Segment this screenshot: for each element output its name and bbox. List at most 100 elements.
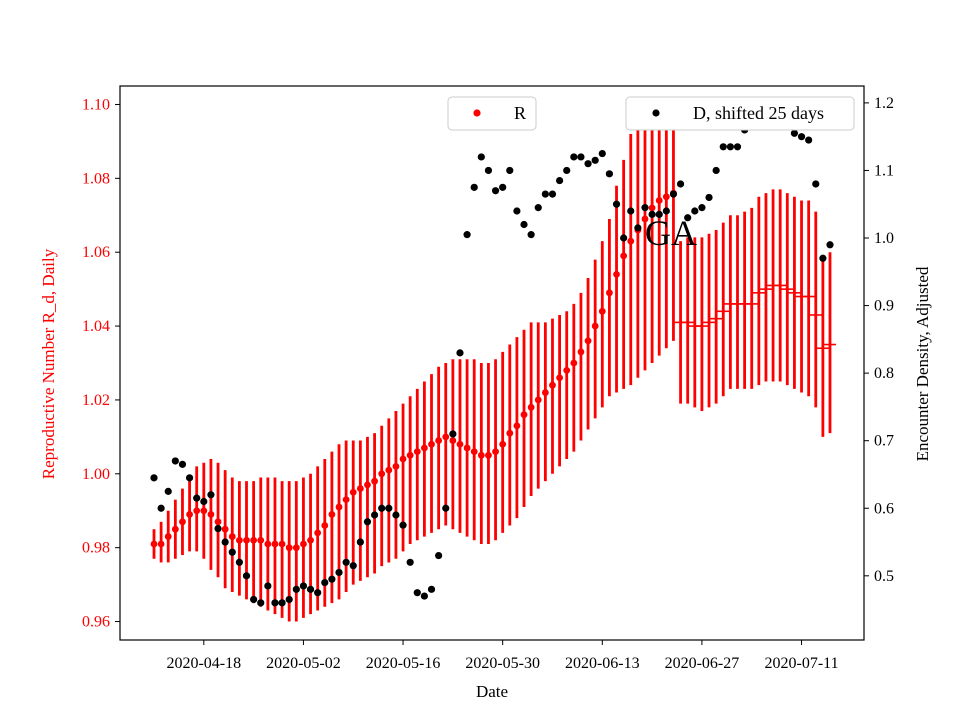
d-point: [470, 183, 478, 191]
d-point: [506, 166, 514, 175]
d-point: [342, 558, 350, 566]
d-point: [812, 180, 820, 188]
r-point: [243, 536, 250, 544]
x-tick-label: 2020-06-27: [665, 655, 740, 672]
d-point: [178, 460, 187, 468]
r-point: [527, 403, 535, 411]
r-point: [534, 396, 542, 404]
r-point: [513, 422, 521, 430]
d-point: [171, 457, 179, 465]
r-point: [577, 348, 585, 356]
x-tick-label: 2020-05-16: [366, 655, 441, 672]
r-point: [399, 455, 407, 463]
r-point: [520, 411, 528, 419]
r-point: [378, 470, 386, 478]
d-point: [499, 183, 507, 191]
r-point: [406, 451, 414, 459]
r-point: [662, 193, 670, 201]
d-point: [477, 153, 485, 161]
x-tick-label: 2020-06-13: [565, 655, 640, 672]
right-y-tick-label: 1.0: [874, 230, 894, 247]
x-axis-label: Date: [476, 682, 508, 701]
r-point: [193, 507, 201, 515]
r-point: [364, 481, 371, 489]
r-point: [591, 322, 599, 330]
right-y-tick-label: 0.5: [874, 568, 894, 585]
plot-frame: [119, 85, 865, 641]
legend-d-marker: [652, 109, 660, 117]
r-point: [335, 503, 343, 511]
r-point: [349, 488, 357, 496]
d-point: [406, 558, 414, 566]
d-point: [584, 160, 592, 168]
r-point: [157, 540, 165, 548]
right-y-tick-label: 0.6: [874, 500, 894, 517]
r-point: [164, 533, 172, 540]
d-point: [669, 190, 678, 198]
r-point: [499, 440, 507, 448]
left-y-tick-label: 0.96: [82, 614, 110, 631]
d-point: [676, 180, 685, 188]
r-point: [477, 451, 485, 459]
r-point: [385, 466, 393, 474]
d-point: [370, 511, 379, 519]
d-point: [662, 207, 670, 215]
r-point: [492, 448, 499, 456]
plot-area: [119, 85, 865, 641]
annotation-label: GA: [645, 213, 697, 253]
d-point: [620, 234, 628, 242]
r-point: [250, 536, 258, 544]
r-point: [278, 540, 286, 548]
r-point: [620, 252, 628, 260]
r-point: [421, 444, 428, 452]
d-point: [548, 190, 557, 198]
d-point: [157, 504, 165, 512]
r-point: [541, 389, 549, 396]
left-y-tick-label: 1.08: [82, 170, 110, 187]
d-point: [228, 548, 236, 556]
r-point: [328, 511, 336, 518]
d-point: [435, 551, 443, 560]
d-point: [150, 474, 158, 482]
r-point: [200, 507, 208, 515]
r-point: [613, 270, 620, 278]
r-point: [356, 485, 364, 492]
d-point: [556, 176, 564, 185]
d-point: [271, 599, 279, 607]
r-point: [449, 437, 457, 444]
d-point: [513, 207, 521, 215]
r-point: [584, 337, 592, 345]
d-point: [321, 578, 329, 587]
legend-d: D, shifted 25 days: [625, 96, 855, 131]
right-y-tick-label: 1.2: [874, 95, 894, 112]
legend-r-marker: [473, 109, 481, 117]
d-point: [235, 558, 243, 566]
legend-d-label: D, shifted 25 days: [693, 103, 824, 123]
d-point: [805, 136, 813, 144]
d-point: [598, 149, 606, 158]
right-y-tick-label: 0.8: [874, 365, 894, 382]
d-point: [491, 187, 500, 195]
right-y-axis-ticks: 0.5 0.6 0.7 0.8 0.9 1.0 1.1 1.2: [864, 95, 894, 585]
d-point: [463, 231, 471, 239]
legend-r-label: R: [514, 103, 526, 123]
d-point: [314, 589, 322, 597]
d-point: [413, 589, 421, 597]
r-point: [292, 544, 300, 552]
r-point: [228, 533, 236, 540]
right-y-tick-label: 0.7: [874, 433, 894, 450]
d-point: [698, 204, 706, 212]
d-point: [797, 133, 806, 141]
d-point: [399, 521, 407, 529]
d-point: [484, 166, 493, 175]
r-point: [463, 444, 471, 452]
r-point: [314, 529, 322, 537]
d-point: [242, 572, 251, 580]
d-point: [712, 166, 720, 175]
d-point: [200, 497, 208, 506]
r-point: [435, 437, 443, 444]
d-point: [328, 575, 336, 583]
r-point: [371, 477, 378, 485]
d-point: [335, 568, 343, 577]
